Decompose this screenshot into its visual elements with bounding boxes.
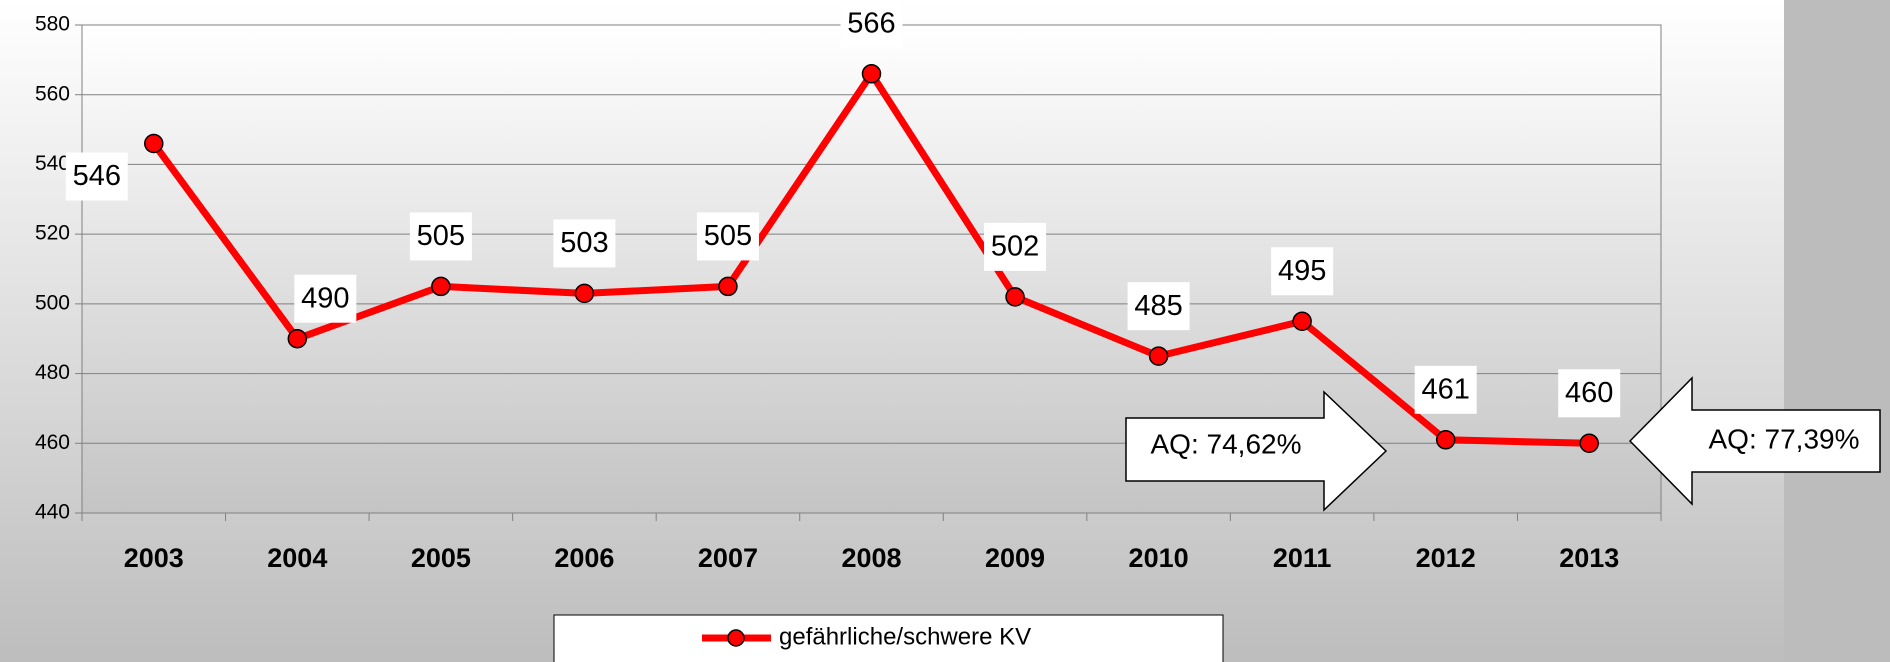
x-tick-label: 2006: [554, 543, 614, 573]
data-label-box: [1271, 247, 1334, 296]
marker: [574, 283, 595, 304]
marker: [1292, 311, 1312, 332]
data-label-box: [553, 219, 616, 268]
x-tick-label: 2009: [985, 543, 1045, 573]
annotation-arrow: [1125, 390, 1388, 512]
y-tick-label: 480: [35, 361, 70, 384]
x-tick-label: 2011: [1273, 543, 1332, 573]
data-label-box: [1127, 282, 1190, 331]
data-label-box: [1558, 369, 1621, 418]
grid: 440 460 480 500 520 540 560 580 2003 2004 2005 2006…: [35, 13, 1662, 573]
x-tick-label: 2008: [841, 543, 901, 573]
annotation: AQ: 77,39%: [1709, 423, 1860, 454]
marker: [144, 133, 164, 154]
legend-label: gefährliche/schwere KV: [779, 623, 1031, 650]
marker: [1005, 287, 1025, 307]
legend: [553, 614, 1224, 662]
x-tick-label: 2013: [1559, 543, 1619, 573]
marker: [1579, 433, 1599, 454]
data-label-box: [984, 222, 1047, 271]
marker: [431, 276, 451, 297]
data-label-box: [840, 0, 903, 48]
y-tick-label: 460: [35, 431, 70, 454]
data-label: 505: [417, 220, 465, 252]
legend-marker: [727, 629, 745, 647]
y-tick-label: 500: [35, 291, 70, 314]
side-strip: [1784, 0, 1890, 662]
marker: [861, 64, 882, 84]
data-label-box: [65, 152, 128, 201]
plot-area: [81, 24, 1662, 514]
x-tick-label: 2003: [124, 543, 184, 573]
annotation: AQ: 74,62%: [1151, 428, 1302, 459]
data-label: 502: [991, 231, 1039, 263]
annotation-arrow: [1628, 376, 1881, 506]
data-label: 503: [560, 227, 608, 259]
data-label: 505: [704, 220, 752, 252]
data-label-box: [1414, 365, 1477, 414]
data-label: 460: [1565, 377, 1613, 409]
data-label: 546: [73, 160, 121, 192]
data-label-box: [409, 212, 472, 261]
y-tick-label: 580: [35, 13, 70, 36]
legend-items: gefährliche/schwere KV: [702, 623, 1031, 650]
x-tick-label: 2004: [267, 543, 327, 573]
marker: [718, 276, 738, 297]
data-label: 495: [1278, 255, 1326, 287]
data-label: 485: [1134, 290, 1182, 322]
x-tick-label: 2012: [1416, 543, 1476, 573]
x-tick-label: 2005: [411, 543, 471, 573]
y-tick-label: 540: [35, 152, 70, 175]
x-tick-label: 2010: [1129, 543, 1189, 573]
x-tick-label: 2007: [698, 543, 758, 573]
y-tick-label: 520: [35, 222, 70, 245]
marks: 546 490 505 503 505 566 502 485 495 461 460: [65, 0, 1621, 454]
data-label: 566: [847, 7, 895, 39]
marker: [287, 328, 308, 349]
marker: [1148, 346, 1169, 366]
data-label: 490: [301, 282, 349, 314]
data-label-box: [696, 212, 759, 261]
marker: [1435, 430, 1456, 450]
data-label: 461: [1421, 373, 1469, 405]
y-tick-label: 560: [35, 82, 70, 105]
data-label-box: [294, 274, 357, 323]
y-tick-label: 440: [35, 501, 70, 524]
